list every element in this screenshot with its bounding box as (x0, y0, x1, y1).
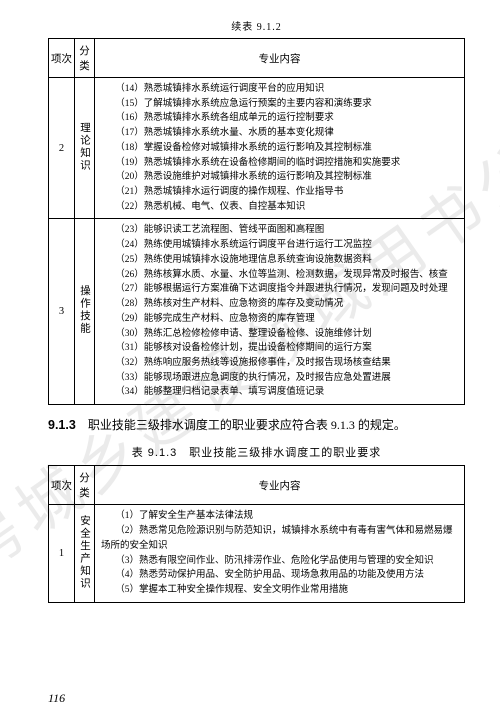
content-item: （27）能够根据运行方案准确下达调度指令并跟进执行情况，发现问题及时处理 (101, 282, 458, 297)
table-row: 3操作技能（23）能够识读工艺流程图、管线平面图和高程图（24）熟练使用城镇排水… (49, 219, 465, 405)
table-b: 项次 分类 专业内容 1安全生产知识（1）了解安全生产基本法律法规（2）熟悉常见… (48, 465, 465, 602)
content-item: （25）熟练使用城镇排水设施地理信息系统查询设施数据资料 (101, 253, 458, 268)
content-item: （18）掌握设备检修对城镇排水系统的运行影响及其控制标准 (101, 141, 458, 156)
row-content: （1）了解安全生产基本法律法规（2）熟悉常见危险源识别与防范知识，城镇排水系统中… (95, 505, 465, 602)
content-item: （30）熟练汇总检修检修申请、整理设备检修、设施维修计划 (101, 327, 458, 342)
content-item: （31）能够核对设备检修计划，提出设备检修期间的运行方案 (101, 341, 458, 356)
row-index: 2 (49, 78, 75, 219)
content-item: （32）熟练响应服务热线等设施报修事件，及时报告现场核查结果 (101, 356, 458, 371)
table-a: 项次 分类 专业内容 2理论知识（14）熟悉城镇排水系统运行调度平台的应用知识（… (48, 38, 465, 405)
content-item: （26）熟练核算水质、水量、水位等监测、检测数据，发现异常及时报告、核查 (101, 268, 458, 283)
table-b-title: 表 9.1.3 职业技能三级排水调度工的职业要求 (48, 444, 465, 460)
content-item: （5）掌握本工种安全操作规程、安全文明作业常用措施 (101, 583, 458, 598)
table-row: 1安全生产知识（1）了解安全生产基本法律法规（2）熟悉常见危险源识别与防范知识，… (49, 505, 465, 602)
content-item: （23）能够识读工艺流程图、管线平面图和高程图 (101, 223, 458, 238)
section-text: 职业技能三级排水调度工的职业要求应符合表 9.1.3 的规定。 (76, 418, 406, 432)
col-header-category: 分类 (75, 466, 95, 505)
content-item: （24）熟练使用城镇排水系统运行调度平台进行运行工况监控 (101, 238, 458, 253)
content-item: （33）能够现场跟进应急调度的执行情况，及时报告应急处置进展 (101, 371, 458, 386)
content-item: （1）了解安全生产基本法律法规 (101, 509, 458, 524)
content-item: （3）熟悉有限空间作业、防汛排涝作业、危险化学品使用与管理的安全知识 (101, 554, 458, 569)
content-item: （28）熟练核对生产材料、应急物资的库存及变动情况 (101, 297, 458, 312)
row-category: 理论知识 (75, 78, 95, 219)
content-item: （22）熟悉机械、电气、仪表、自控基本知识 (101, 200, 458, 215)
col-header-content: 专业内容 (95, 466, 465, 505)
table-row: 2理论知识（14）熟悉城镇排水系统运行调度平台的应用知识（15）了解城镇排水系统… (49, 78, 465, 219)
col-header-index: 项次 (49, 466, 75, 505)
row-category: 安全生产知识 (75, 505, 95, 602)
section-number: 9.1.3 (48, 418, 76, 432)
section-paragraph: 9.1.3 职业技能三级排水调度工的职业要求应符合表 9.1.3 的规定。 (48, 415, 465, 436)
content-item: （29）能够完成生产材料、应急物资的库存管理 (101, 312, 458, 327)
col-header-index: 项次 (49, 39, 75, 78)
content-item: （14）熟悉城镇排水系统运行调度平台的应用知识 (101, 82, 458, 97)
content-item: （34）能够整理归档记录表单、填写调度值班记录 (101, 385, 458, 400)
row-content: （14）熟悉城镇排水系统运行调度平台的应用知识（15）了解城镇排水系统应急运行预… (95, 78, 465, 219)
content-item: （2）熟悉常见危险源识别与防范知识，城镇排水系统中有毒有害气体和易燃易爆场所的安… (101, 524, 458, 553)
row-content: （23）能够识读工艺流程图、管线平面图和高程图（24）熟练使用城镇排水系统运行调… (95, 219, 465, 405)
content-item: （19）熟悉城镇排水系统在设备检修期间的临时调控措施和实施要求 (101, 156, 458, 171)
content-item: （15）了解城镇排水系统应急运行预案的主要内容和演练要求 (101, 97, 458, 112)
content-item: （16）熟悉城镇排水系统各组成单元的运行控制要求 (101, 111, 458, 126)
continuation-label: 续表 9.1.2 (48, 18, 465, 33)
col-header-content: 专业内容 (95, 39, 465, 78)
content-item: （17）熟悉城镇排水系统水量、水质的基本变化规律 (101, 126, 458, 141)
row-category: 操作技能 (75, 219, 95, 405)
content-item: （20）熟悉设施维护对城镇排水系统的运行影响及其控制标准 (101, 170, 458, 185)
col-header-category: 分类 (75, 39, 95, 78)
row-index: 3 (49, 219, 75, 405)
content-item: （21）熟悉城镇排水运行调度的操作规程、作业指导书 (101, 185, 458, 200)
row-index: 1 (49, 505, 75, 602)
content-item: （4）熟悉劳动保护用品、安全防护用品、现场急救用品的功能及使用方法 (101, 568, 458, 583)
table-header-row: 项次 分类 专业内容 (49, 39, 465, 78)
table-header-row: 项次 分类 专业内容 (49, 466, 465, 505)
page-number: 116 (48, 691, 65, 706)
